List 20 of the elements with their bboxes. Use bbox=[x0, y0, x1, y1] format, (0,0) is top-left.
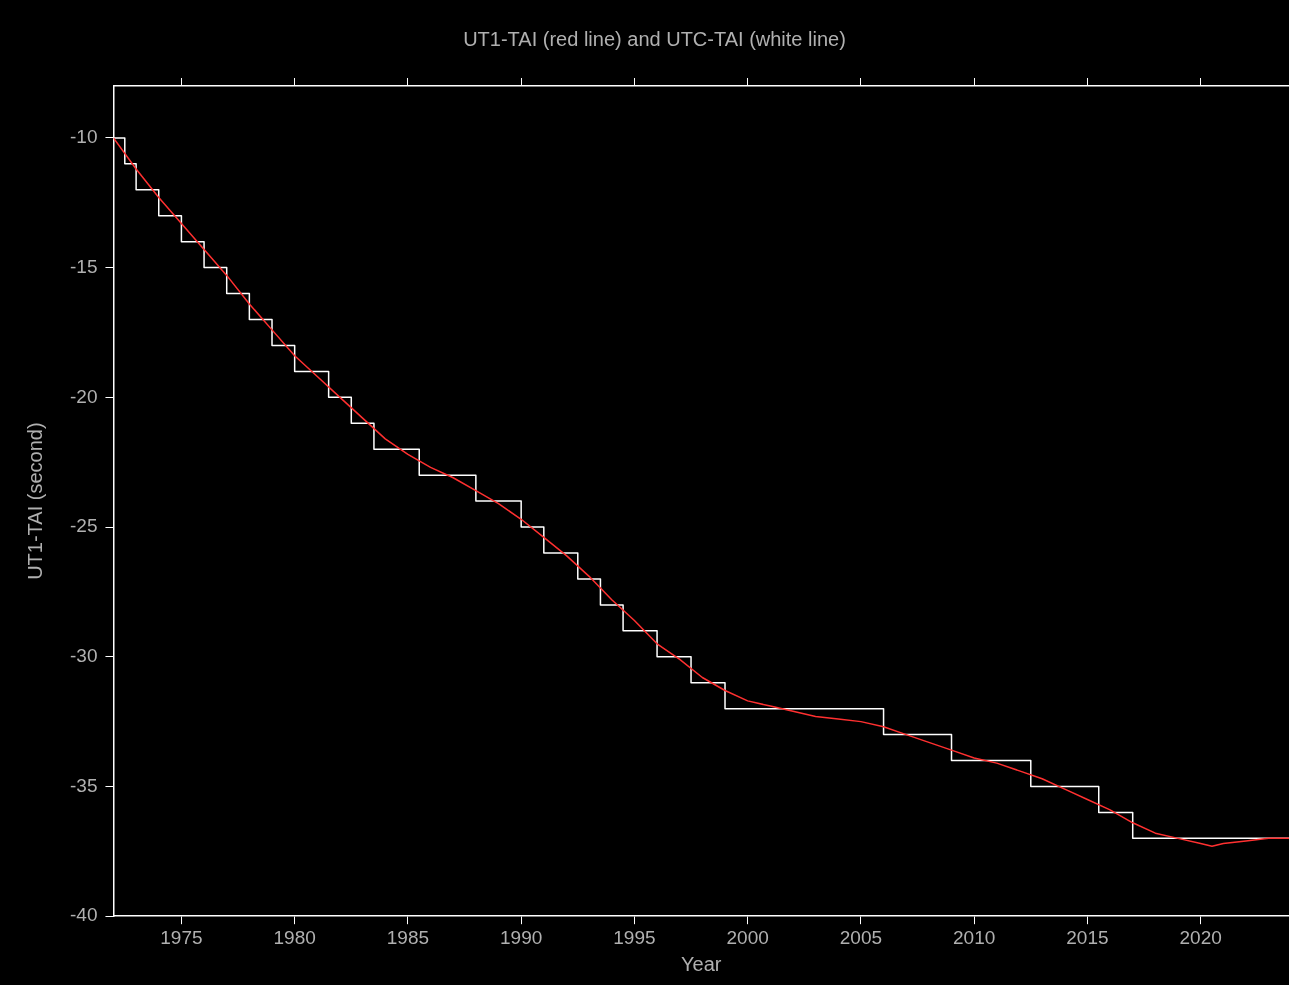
y-tick-label: -20 bbox=[69, 385, 98, 407]
x-tick-label: 2010 bbox=[953, 926, 996, 948]
x-tick-label: 1985 bbox=[386, 926, 430, 948]
x-tick-label: 1980 bbox=[273, 926, 316, 948]
y-tick-label: -30 bbox=[69, 645, 98, 666]
x-tick-label: 1975 bbox=[160, 926, 203, 948]
y-tick-label: -25 bbox=[69, 515, 98, 537]
y-tick-label: -40 bbox=[69, 904, 98, 926]
y-tick-label: -35 bbox=[69, 774, 98, 796]
x-tick-label: 2005 bbox=[839, 926, 883, 948]
x-tick-label: 1995 bbox=[613, 926, 656, 948]
y-axis-title: UT1-TAI (second) bbox=[23, 422, 46, 580]
x-tick-label: 2000 bbox=[726, 926, 769, 948]
x-tick-label: 2015 bbox=[1066, 926, 1109, 948]
x-axis-title: Year bbox=[681, 952, 722, 975]
x-tick-label: 1990 bbox=[500, 926, 543, 948]
y-tick-label: -15 bbox=[69, 255, 98, 277]
chart-title: UT1-TAI (red line) and UTC-TAI (white line) bbox=[463, 27, 846, 50]
y-tick-label: -10 bbox=[69, 126, 98, 148]
x-tick-label: 2020 bbox=[1179, 926, 1222, 948]
